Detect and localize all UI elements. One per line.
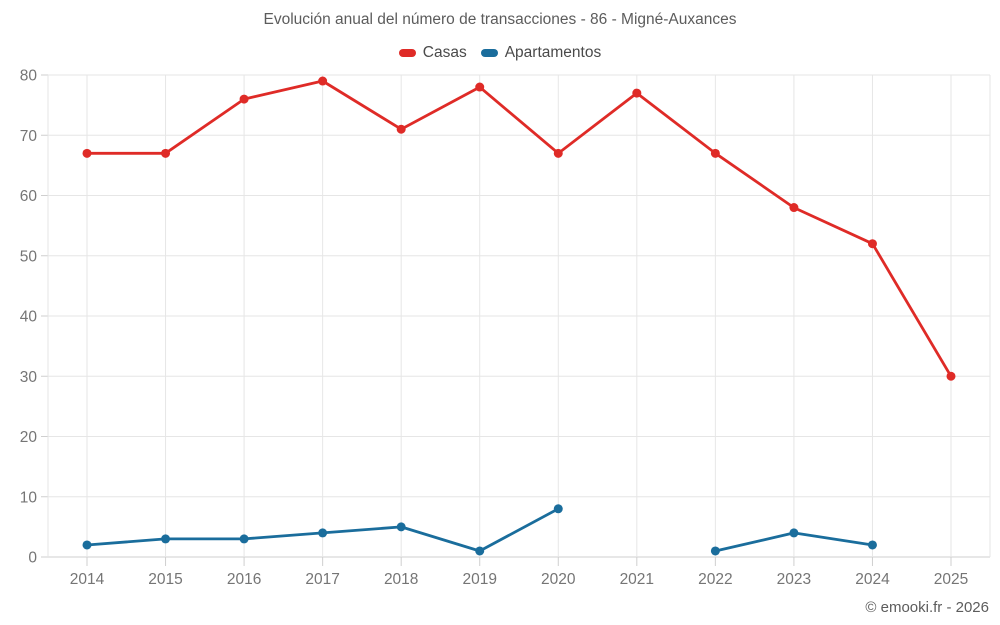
x-tick-label: 2016 xyxy=(227,571,261,588)
data-point-apartamentos-2024[interactable] xyxy=(867,540,877,550)
chart-legend: Casas Apartamentos xyxy=(0,44,1000,62)
y-tick-label: 10 xyxy=(20,489,38,506)
data-point-casas-2020[interactable] xyxy=(553,148,563,158)
y-tick-label: 80 xyxy=(20,68,38,85)
y-tick-label: 0 xyxy=(28,550,37,567)
legend-label-apartamentos: Apartamentos xyxy=(504,44,602,61)
y-tick-label: 20 xyxy=(20,429,38,446)
data-point-casas-2024[interactable] xyxy=(867,239,877,249)
x-tick-label: 2019 xyxy=(462,571,496,588)
x-tick-label: 2018 xyxy=(384,571,418,588)
data-point-casas-2021[interactable] xyxy=(632,88,642,98)
x-tick-label: 2024 xyxy=(855,571,890,588)
data-point-apartamentos-2017[interactable] xyxy=(318,528,328,538)
series-line-casas xyxy=(85,79,953,378)
y-tick-label: 40 xyxy=(20,309,38,326)
x-tick-label: 2015 xyxy=(148,571,182,588)
data-point-casas-2016[interactable] xyxy=(239,94,249,104)
data-point-casas-2023[interactable] xyxy=(789,203,799,213)
x-tick-label: 2017 xyxy=(305,571,339,588)
y-tick-label: 50 xyxy=(20,248,38,265)
data-point-casas-2019[interactable] xyxy=(475,82,485,92)
credits-link[interactable]: © emooki.fr - 2026 xyxy=(865,599,989,616)
data-point-apartamentos-2016[interactable] xyxy=(239,534,249,544)
apartamentos-series-marker-icon xyxy=(480,49,498,57)
data-point-casas-2025[interactable] xyxy=(946,371,956,381)
x-tick-label: 2023 xyxy=(777,571,811,588)
x-tick-label: 2021 xyxy=(620,571,654,588)
data-point-apartamentos-2022[interactable] xyxy=(710,546,720,556)
data-point-casas-2015[interactable] xyxy=(161,148,171,158)
data-point-apartamentos-2020[interactable] xyxy=(553,504,563,514)
data-point-apartamentos-2014[interactable] xyxy=(82,540,92,550)
legend-item-casas[interactable]: Casas xyxy=(398,44,467,62)
x-tick-label: 2014 xyxy=(70,571,105,588)
x-tick-label: 2025 xyxy=(934,571,968,588)
data-point-casas-2017[interactable] xyxy=(318,76,328,86)
data-point-casas-2014[interactable] xyxy=(82,148,92,158)
legend-label-casas: Casas xyxy=(422,44,467,61)
y-tick-label: 30 xyxy=(20,369,38,386)
x-tick-label: 2020 xyxy=(541,571,576,588)
chart-title: Evolución anual del número de transaccio… xyxy=(263,11,737,28)
x-tick-label: 2022 xyxy=(698,571,732,588)
data-point-apartamentos-2018[interactable] xyxy=(396,522,406,532)
data-point-apartamentos-2023[interactable] xyxy=(789,528,799,538)
y-tick-label: 60 xyxy=(20,188,38,205)
data-point-apartamentos-2015[interactable] xyxy=(161,534,171,544)
legend-item-apartamentos[interactable]: Apartamentos xyxy=(480,44,602,62)
data-point-casas-2018[interactable] xyxy=(396,124,406,134)
casas-series-marker-icon xyxy=(398,49,416,57)
y-tick-label: 70 xyxy=(20,128,38,145)
data-point-casas-2022[interactable] xyxy=(710,148,720,158)
data-point-apartamentos-2019[interactable] xyxy=(475,546,485,556)
